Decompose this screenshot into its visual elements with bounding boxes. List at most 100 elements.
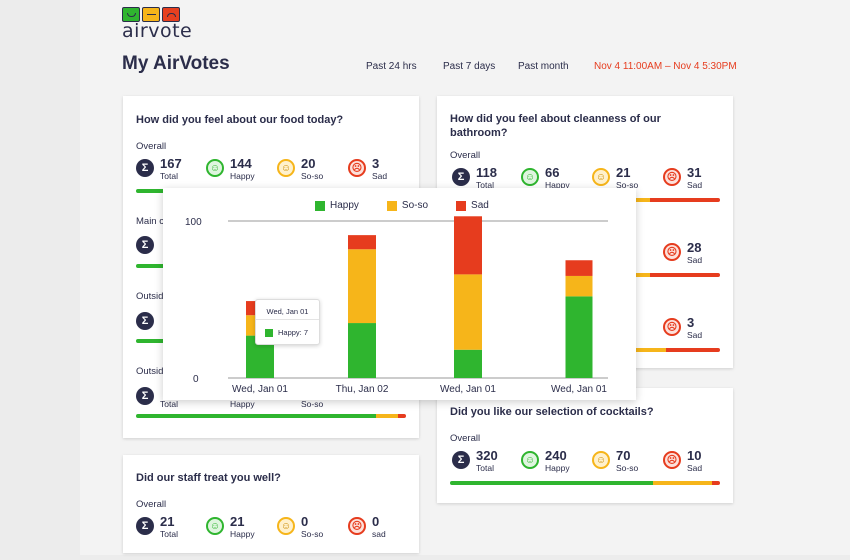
soso-value: 70 — [616, 448, 631, 463]
soso-value: 0 — [301, 514, 309, 529]
sigma-icon: Σ — [136, 517, 154, 535]
stat-sad-2: ☹ 28 Sad — [663, 241, 702, 265]
x-tick-label: Wed, Jan 01 — [232, 384, 288, 395]
sad-label: Sad — [372, 171, 388, 181]
chart-legend: Happy So-so Sad — [315, 200, 489, 211]
card-question: How did you feel about cleanness of our … — [450, 112, 661, 140]
soso-face-icon: ☺ — [592, 451, 610, 469]
stat-happy: ☺ 21 Happy — [206, 515, 255, 539]
happy-value: 240 — [545, 448, 567, 463]
chart-popup[interactable]: Happy So-so Sad 100 0 Wed, Jan 01 Thu, Jan … — [163, 188, 636, 400]
chart-tooltip: Wed, Jan 01 Happy: 7 — [255, 299, 320, 345]
range-tab-custom[interactable]: Nov 4 11:00AM – Nov 4 5:30PM — [594, 61, 737, 72]
sad-value: 10 — [687, 448, 702, 463]
vote-bar-outside-2 — [136, 414, 406, 418]
stat-total: Σ 118 Total — [452, 166, 497, 190]
range-tab-month[interactable]: Past month — [518, 61, 569, 72]
happy-face-icon: ☺ — [521, 451, 539, 469]
legend-item-soso[interactable]: So-so — [386, 200, 428, 211]
sigma-icon: Σ — [136, 236, 154, 254]
card-staff[interactable]: Did our staff treat you well? Overall Σ … — [123, 455, 419, 553]
section-label-outside-2: Outsid — [136, 366, 164, 377]
sad-face-icon: ☹ — [663, 318, 681, 336]
stat-sad: ☹ 31 Sad — [663, 166, 702, 190]
card-cocktails[interactable]: Did you like our selection of cocktails?… — [437, 388, 733, 503]
card-question: Did you like our selection of cocktails? — [450, 406, 654, 418]
stat-total-outside-2: Σ Total — [136, 385, 178, 409]
overall-label: Overall — [450, 150, 481, 161]
sad-label: Sad — [687, 255, 703, 265]
airvote-logo[interactable]: airvote — [122, 7, 192, 42]
bar-segment-sad — [454, 216, 482, 275]
sad-face-icon: ☹ — [663, 451, 681, 469]
happy-label: Happy — [545, 463, 570, 473]
stat-soso: ☺ 0 So-so — [277, 515, 323, 539]
stat-happy: ☺ 144 Happy — [206, 157, 255, 181]
sigma-icon: Σ — [452, 168, 470, 186]
vote-bar-overall — [450, 481, 720, 485]
stat-soso-outside-2: So-so — [277, 385, 323, 409]
stat-total: Σ 167 Total — [136, 157, 182, 181]
sad-face-icon: ☹ — [663, 168, 681, 186]
y-tick-label: 0 — [193, 374, 199, 385]
soso-label: So-so — [301, 529, 324, 539]
stat-sad-3: ☹ 3 Sad — [663, 316, 702, 340]
bar-segment-sad — [348, 235, 376, 250]
sigma-icon: Σ — [136, 159, 154, 177]
stat-happy-outside-2: Happy — [206, 385, 255, 409]
legend-swatch — [315, 200, 325, 211]
soso-label: So-so — [301, 399, 324, 409]
soso-face-icon: ☺ — [592, 168, 610, 186]
stat-happy: ☺ 66 Happy — [521, 166, 570, 190]
tooltip-label: Happy: 7 — [278, 328, 309, 337]
happy-face-icon: ☺ — [206, 159, 224, 177]
soso-label: So-so — [301, 171, 324, 181]
stat-total-outside-1: Σ — [136, 310, 160, 330]
bar-segment-soso — [454, 274, 482, 350]
stat-total: Σ 320 Total — [452, 449, 498, 473]
happy-value: 66 — [545, 165, 560, 180]
soso-value: 20 — [301, 156, 316, 171]
stat-soso: ☺ 20 So-so — [277, 157, 323, 181]
card-question: Did our staff treat you well? — [136, 472, 281, 484]
happy-label: Happy — [230, 399, 255, 409]
tooltip-swatch — [265, 328, 273, 337]
logo-happy-icon — [122, 7, 140, 22]
logo-text: airvote — [122, 20, 193, 42]
happy-label: Happy — [230, 529, 255, 539]
stat-sad: ☹ 0 sad — [348, 515, 386, 539]
section-label-main: Main c — [136, 216, 164, 227]
legend-item-sad[interactable]: Sad — [456, 200, 489, 211]
sad-face-icon: ☹ — [348, 159, 366, 177]
bar-segment-soso — [348, 249, 376, 324]
range-tab-7d[interactable]: Past 7 days — [443, 61, 496, 72]
bar-segment-happy — [454, 349, 482, 378]
sad-value: 31 — [687, 165, 702, 180]
stat-total: Σ 21 Total — [136, 515, 178, 539]
x-tick-label: Wed, Jan 01 — [440, 384, 496, 395]
stat-total-main: Σ — [136, 234, 160, 254]
total-value: 118 — [476, 165, 497, 180]
happy-label: Happy — [230, 171, 255, 181]
bar-segment-sad — [565, 260, 593, 276]
legend-item-happy[interactable]: Happy — [315, 200, 359, 211]
sigma-icon: Σ — [136, 387, 154, 405]
range-tab-24h[interactable]: Past 24 hrs — [366, 61, 417, 72]
question-line-1: How did you feel about cleanness of our — [450, 113, 661, 125]
stat-sad: ☹ 10 Sad — [663, 449, 702, 473]
legend-label: Sad — [471, 200, 489, 211]
total-label: Total — [476, 463, 494, 473]
sad-value: 3 — [687, 315, 695, 330]
legend-swatch — [386, 200, 397, 211]
stat-happy: ☺ 240 Happy — [521, 449, 570, 473]
sad-value: 0 — [372, 514, 380, 529]
total-label: Total — [476, 180, 494, 190]
happy-label: Happy — [545, 180, 570, 190]
sad-value: 28 — [687, 240, 702, 255]
logo-sad-icon — [162, 7, 180, 22]
sad-label: sad — [372, 529, 386, 539]
sad-label: Sad — [687, 463, 703, 473]
overall-label: Overall — [450, 433, 481, 444]
logo-faces — [122, 7, 192, 22]
